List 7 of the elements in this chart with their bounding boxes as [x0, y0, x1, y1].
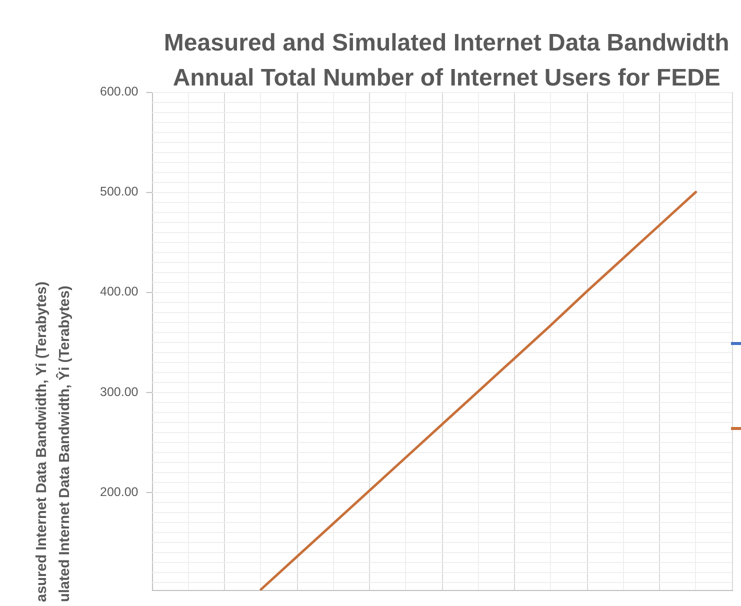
y-tick-label: 600.00 — [100, 84, 138, 98]
y-axis-title: asured Internet Data Bandwidth, Yi (Terabytes) ulated Internet Data Bandwidth, Ŷi (Terabytes) — [34, 281, 73, 602]
y-tick-label: 300.00 — [100, 384, 138, 399]
y-tick-label: 200.00 — [100, 484, 138, 499]
chart-title: Measured and Simulated Internet Data Bandwidth Annual Total Number of Internet Users for FEDE — [164, 30, 730, 92]
y-tick-label: 500.00 — [100, 184, 138, 199]
y-tick-label: 400.00 — [100, 284, 138, 299]
